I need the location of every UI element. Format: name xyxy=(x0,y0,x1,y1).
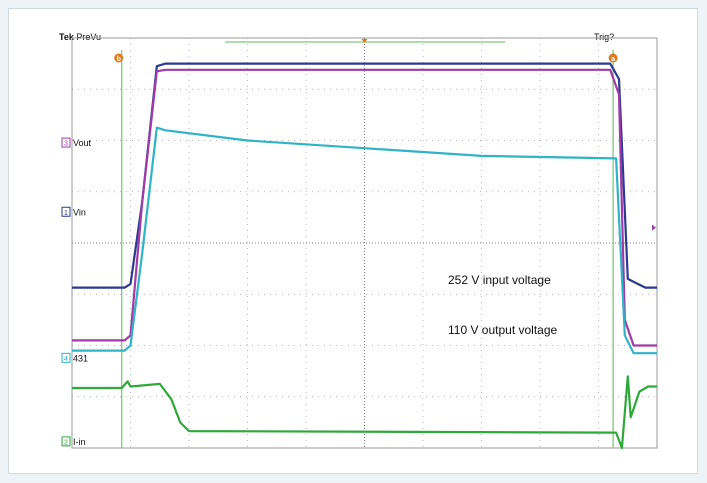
offscreen-marker xyxy=(652,224,656,231)
channel-1-number: 1 xyxy=(64,210,68,217)
trace-i-in xyxy=(72,375,657,450)
channel-4-marker xyxy=(61,352,71,363)
trace-vin xyxy=(72,62,657,289)
channel-labels: 3 Vout 1 Vin 4 431 2 I-in xyxy=(61,137,656,447)
cursor-b-label: b xyxy=(117,56,121,63)
brand-label: Tek xyxy=(59,32,74,42)
scope-header-left: Tek PreVu xyxy=(59,32,101,42)
channel-1-name: Vin xyxy=(73,207,86,217)
channel-1-marker xyxy=(61,206,71,217)
record-view-bar xyxy=(225,39,505,43)
cursor-b-marker xyxy=(114,53,124,63)
channel-3-marker xyxy=(61,137,71,148)
cursor-lines: ab xyxy=(114,50,618,448)
annotation-output-voltage: 110 V output voltage xyxy=(448,323,558,337)
cursor-a-marker xyxy=(608,53,618,63)
channel-2-marker xyxy=(61,436,71,447)
oscilloscope-panel: Tek PreVu Trig? xyxy=(8,8,698,474)
trace-431 xyxy=(72,126,657,355)
waveform-traces xyxy=(72,62,657,450)
mode-label: PreVu xyxy=(76,32,102,42)
trace-vout xyxy=(72,68,657,347)
trigger-status: Trig? xyxy=(594,32,615,42)
channel-3-name: Vout xyxy=(73,138,92,148)
channel-4-number: 4 xyxy=(64,356,68,363)
annotations: 252 V input voltage 110 V output voltage xyxy=(448,273,558,337)
channel-2-number: 2 xyxy=(64,439,68,446)
channel-3-number: 3 xyxy=(64,141,68,148)
channel-4-name: 431 xyxy=(73,353,88,363)
channel-2-name: I-in xyxy=(73,437,86,447)
cursor-a-label: a xyxy=(611,56,615,63)
annotation-input-voltage: 252 V input voltage xyxy=(448,273,551,287)
trigger-position-marker xyxy=(361,39,368,43)
graticule xyxy=(71,37,658,449)
